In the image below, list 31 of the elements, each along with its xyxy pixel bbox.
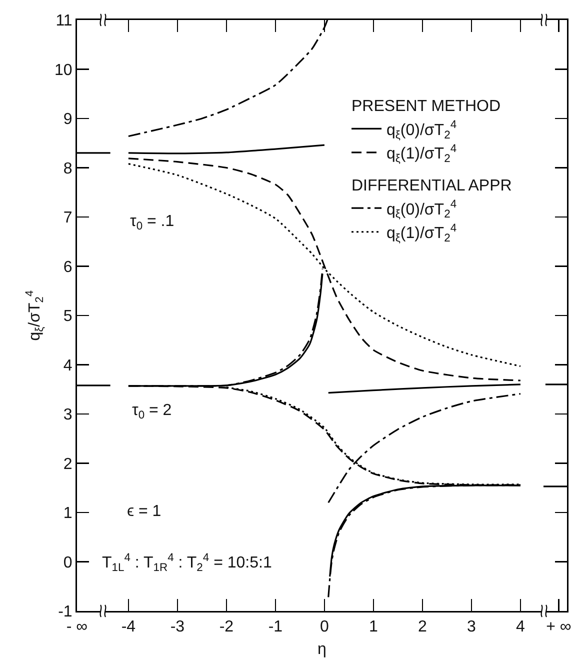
x-axis-title: η [318, 641, 326, 658]
x-tick-label: 0 [320, 618, 329, 636]
x-tick-label: - ∞ [66, 618, 88, 636]
y-tick-label: 7 [63, 210, 72, 227]
y-tick-label: 2 [63, 456, 72, 473]
y-tick-label: 6 [63, 258, 72, 276]
x-tick-label: 4 [516, 618, 525, 636]
y-tick-label: 3 [63, 406, 72, 424]
y-tick-label: 10 [54, 62, 72, 79]
y-tick-label: 0 [63, 554, 72, 572]
x-tick-label: + ∞ [546, 618, 572, 636]
annotation: τ$_{0}$ = .1 [130, 213, 174, 232]
y-tick-label: 1 [63, 505, 72, 522]
text: T$_{1L}$$^{4}$ : T$_{1R}$$^{4}$ : T$_{2}$$^{4}$ = 10:5:1 [102, 552, 272, 574]
annotation: PRESENT METHOD [352, 98, 501, 116]
annotation: ϵ = 1 [127, 503, 162, 520]
y-tick-label: 5 [63, 308, 72, 326]
x-tick-label: -2 [219, 618, 234, 636]
annotation: DIFFERENTIAL APPR [352, 178, 512, 195]
y-tick-label: 8 [63, 160, 72, 178]
annotation: τ$_{0}$ = 2 [132, 402, 172, 422]
x-tick-label: -1 [268, 618, 283, 636]
x-tick-label: -3 [170, 618, 185, 636]
x-tick-label: 2 [418, 618, 427, 636]
y-tick-label: -1 [58, 604, 72, 621]
y-tick-label: 4 [63, 357, 72, 374]
x-tick-label: 3 [466, 618, 476, 636]
x-tick-label: -4 [121, 618, 136, 636]
y-tick-label: 11 [56, 12, 72, 30]
x-tick-label: 1 [368, 618, 378, 636]
y-tick-label: 9 [63, 111, 72, 128]
